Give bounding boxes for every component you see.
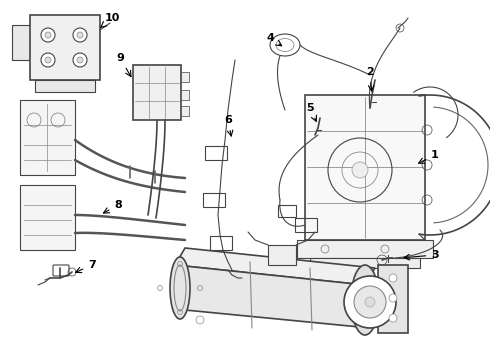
Circle shape [73,28,87,42]
Polygon shape [175,265,370,328]
FancyBboxPatch shape [133,65,181,120]
Ellipse shape [351,265,379,335]
FancyBboxPatch shape [35,80,95,92]
Text: 5: 5 [306,103,317,121]
Text: 10: 10 [100,13,120,28]
FancyBboxPatch shape [181,90,189,100]
Circle shape [389,294,397,302]
Circle shape [41,53,55,67]
Circle shape [45,57,51,63]
Ellipse shape [170,257,190,319]
FancyBboxPatch shape [12,25,32,60]
FancyBboxPatch shape [181,72,189,82]
Circle shape [344,276,396,328]
FancyBboxPatch shape [378,265,408,333]
FancyBboxPatch shape [181,106,189,116]
Text: 1: 1 [418,150,439,163]
Circle shape [73,53,87,67]
Text: 9: 9 [116,53,131,77]
FancyBboxPatch shape [30,15,100,80]
Circle shape [45,32,51,38]
Circle shape [77,32,83,38]
FancyBboxPatch shape [268,245,296,265]
Circle shape [77,57,83,63]
FancyBboxPatch shape [305,95,425,240]
Text: 3: 3 [404,250,439,260]
FancyBboxPatch shape [20,100,75,175]
FancyBboxPatch shape [20,185,75,250]
Circle shape [389,274,397,282]
Circle shape [352,162,368,178]
Circle shape [41,28,55,42]
Text: 8: 8 [103,200,122,213]
Text: 2: 2 [366,67,374,91]
Text: 7: 7 [75,260,96,273]
Circle shape [354,286,386,318]
Circle shape [389,314,397,322]
Text: 4: 4 [266,33,282,46]
Circle shape [365,297,375,307]
Polygon shape [175,248,375,285]
Text: 6: 6 [224,115,233,136]
FancyBboxPatch shape [310,258,420,268]
FancyBboxPatch shape [297,240,433,258]
